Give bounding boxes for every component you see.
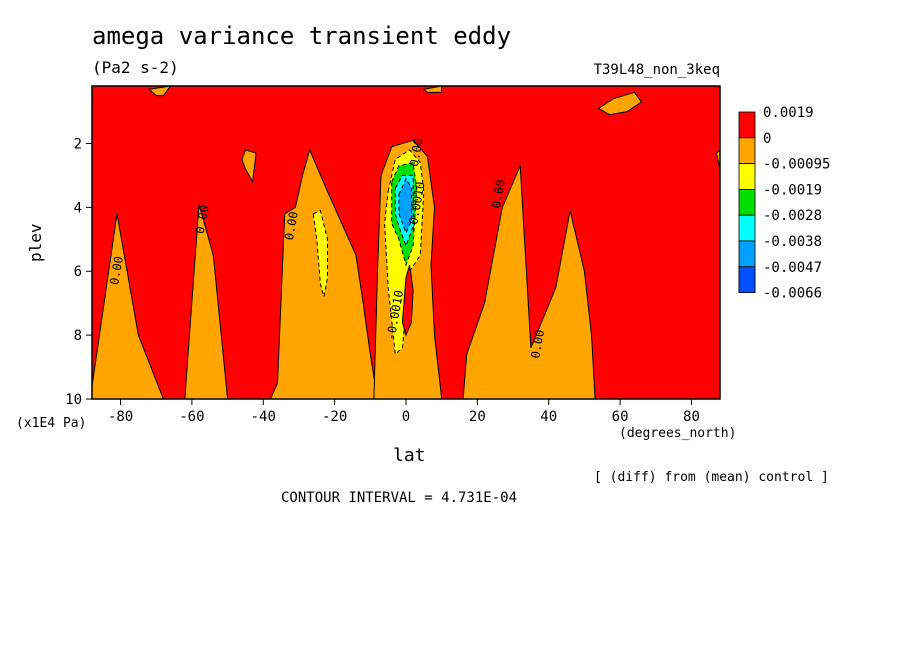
legend-label: -0.00095 <box>763 157 830 173</box>
contour-label: 0.00 <box>407 137 426 168</box>
y-tick-label: 4 <box>74 200 82 216</box>
contour-label: 0.00 <box>193 204 212 235</box>
y-tick-label: 8 <box>74 328 82 344</box>
x-axis-label: lat <box>393 445 426 466</box>
color-legend: 0.0019 0 -0.00095 -0.0019 -0.0028 -0.0038 -0.0… <box>738 105 830 302</box>
x-tick-label: -20 <box>322 409 347 425</box>
x-tick-label: 0 <box>402 409 410 425</box>
legend-swatch <box>738 266 756 293</box>
plot-area: 0.000.00 0.000.000.000.00-0.0010-0.0010 <box>91 85 721 400</box>
contour-region <box>401 264 414 337</box>
legend-label: -0.0019 <box>763 182 822 198</box>
x-tick-label: -40 <box>251 409 276 425</box>
contour-region <box>422 85 443 93</box>
y-tick-label: 6 <box>74 264 82 280</box>
y-tick-label: 10 <box>65 392 82 408</box>
axes: -80 -60 -40 -20 0 20 40 60 80 2 4 6 8 10 <box>65 85 721 425</box>
x-tick-label: -60 <box>179 409 204 425</box>
x-tick-label: -80 <box>108 409 133 425</box>
units-label: (Pa2 s-2) <box>92 58 179 77</box>
x-tick-label: 20 <box>469 409 486 425</box>
contour-region <box>398 177 413 235</box>
legend-label: -0.0066 <box>763 286 822 302</box>
legend-swatch <box>738 214 756 242</box>
contour-region <box>147 85 172 97</box>
y-axis-unit: (x1E4 Pa) <box>16 416 87 431</box>
legend-label: 0.0019 <box>763 105 814 121</box>
contour-region <box>312 209 328 297</box>
legend-label: -0.0028 <box>763 208 822 224</box>
chart-title: amega variance transient eddy <box>92 22 512 50</box>
contour-label: 0.00 <box>528 329 547 360</box>
x-tick-label: 40 <box>540 409 557 425</box>
diff-note: [ (diff) from (mean) control ] <box>594 470 829 485</box>
legend-label: 0 <box>763 131 771 147</box>
contour-label: 0.00 <box>282 210 301 241</box>
legend-swatch <box>738 111 756 139</box>
run-label: T39L48_non_3keq <box>593 62 720 78</box>
contour-region <box>241 149 257 184</box>
contour-region <box>462 165 596 400</box>
legend-swatch <box>738 137 756 165</box>
contour-region <box>597 91 643 116</box>
contour-label: 0.00 <box>107 255 126 286</box>
x-tick-label: 60 <box>612 409 629 425</box>
legend-label: -0.0038 <box>763 234 822 250</box>
x-axis-unit: (degrees_north) <box>619 426 737 441</box>
x-tick-label: 80 <box>683 409 700 425</box>
legend-swatch <box>738 188 756 216</box>
contour-interval-note: CONTOUR INTERVAL = 4.731E-04 <box>281 490 518 506</box>
y-tick-label: 2 <box>74 136 82 152</box>
contour-label: 0.00 <box>489 178 508 209</box>
legend-swatch <box>738 240 756 268</box>
legend-label: -0.0047 <box>763 260 822 276</box>
legend-swatch <box>738 163 756 190</box>
